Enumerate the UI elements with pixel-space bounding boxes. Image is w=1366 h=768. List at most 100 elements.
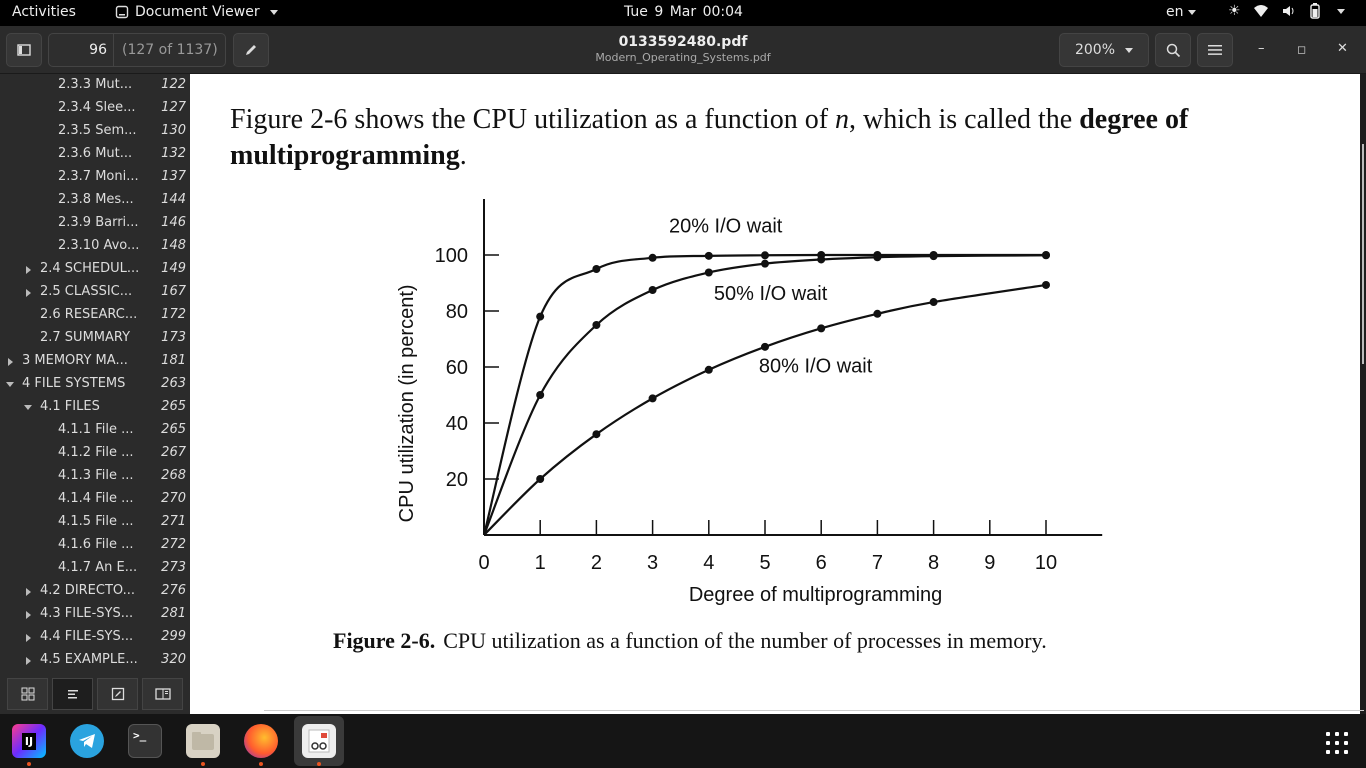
tab-outline[interactable] <box>52 678 93 710</box>
activities-button[interactable]: Activities <box>12 4 76 20</box>
document-viewer-dock-icon[interactable] <box>302 724 336 758</box>
zoom-menu-button[interactable]: 200% <box>1059 33 1149 67</box>
outline-item-page: 127 <box>161 100 186 115</box>
outline-item-page: 265 <box>161 399 186 414</box>
series-point-1 <box>536 391 545 399</box>
outline-item-label: 4 FILE SYSTEMS <box>22 376 126 391</box>
outline-item[interactable]: 2.7 SUMMARY 173 <box>0 327 190 350</box>
scrollbar[interactable] <box>1362 144 1364 364</box>
outline-item[interactable]: 2.3.7 Moni... 137 <box>0 166 190 189</box>
annotations-icon <box>111 687 124 701</box>
x-tick-label: 9 <box>984 552 995 574</box>
outline-item[interactable]: 4.3 FILE-SYS... 281 <box>0 603 190 626</box>
outline-item-page: 137 <box>161 169 186 184</box>
app-grid-dot <box>1344 750 1348 754</box>
clock[interactable]: Tue 9 Mar 00:04 <box>624 4 743 20</box>
outline-item-label: 2.3.3 Mut... <box>58 77 133 92</box>
outline-item[interactable]: 4 FILE SYSTEMS 263 <box>0 373 190 396</box>
outline-item[interactable]: 4.1.7 An E... 273 <box>0 557 190 580</box>
y-tick-label: 80 <box>446 301 468 323</box>
outline-item[interactable]: 2.5 CLASSIC... 167 <box>0 281 190 304</box>
outline-item[interactable]: 2.3.4 Slee... 127 <box>0 97 190 120</box>
outline-item[interactable]: 2.3.5 Sem... 130 <box>0 120 190 143</box>
tab-thumbnails[interactable] <box>7 678 48 710</box>
brightness-icon: ☀ <box>1228 3 1241 19</box>
running-indicator <box>259 762 263 766</box>
outline-item[interactable]: 4.1.1 File ... 265 <box>0 419 190 442</box>
document-view[interactable]: Figure 2-6 shows the CPU utilization as … <box>190 74 1366 714</box>
outline-item[interactable]: 2.3.3 Mut... 122 <box>0 74 190 97</box>
collapsed-arrow-icon[interactable] <box>26 611 31 619</box>
outline-item-page: 172 <box>161 307 186 322</box>
series-point-0 <box>592 265 601 273</box>
tab-annotations[interactable] <box>97 678 138 710</box>
outline-item-page: 299 <box>161 629 186 644</box>
series-point-2 <box>817 324 826 333</box>
page-number-input[interactable]: 96 <box>89 42 107 58</box>
outline-item[interactable]: 2.4 SCHEDUL... 149 <box>0 258 190 281</box>
x-tick-label: 2 <box>591 552 602 574</box>
collapsed-arrow-icon[interactable] <box>26 588 31 596</box>
outline-item[interactable]: 4.1 FILES 265 <box>0 396 190 419</box>
outline-item[interactable]: 2.3.8 Mes... 144 <box>0 189 190 212</box>
app-grid-dot <box>1335 732 1339 736</box>
caption-label: Figure 2-6. <box>333 628 436 653</box>
outline-item[interactable]: 4.1.6 File ... 272 <box>0 534 190 557</box>
tab-bookmarks[interactable] <box>142 678 183 710</box>
outline-item-page: 268 <box>161 468 186 483</box>
collapsed-arrow-icon[interactable] <box>26 657 31 665</box>
outline-item-page: 281 <box>161 606 186 621</box>
expanded-arrow-icon[interactable] <box>6 382 14 387</box>
series-line-1 <box>482 254 1047 536</box>
search-button[interactable] <box>1155 33 1191 67</box>
outline-item[interactable]: 4.5 EXAMPLE... 320 <box>0 649 190 672</box>
outline-item[interactable]: 2.6 RESEARC... 172 <box>0 304 190 327</box>
files-icon[interactable] <box>186 724 220 758</box>
outline-item[interactable]: 4.1.4 File ... 270 <box>0 488 190 511</box>
terminal-icon[interactable]: >_ <box>128 724 162 758</box>
outline-icon <box>67 690 78 699</box>
outline-item-page: 320 <box>161 652 186 667</box>
series-point-1 <box>704 268 713 277</box>
app-grid-dot <box>1344 732 1348 736</box>
system-tray[interactable]: ☀ <box>1228 3 1345 19</box>
para-bold-term: degree of multiprogramming <box>230 104 1189 171</box>
outline-item[interactable]: 4.2 DIRECTO... 276 <box>0 580 190 603</box>
telegram-icon[interactable] <box>70 724 104 758</box>
firefox-icon[interactable] <box>244 724 278 758</box>
series-label-1: 50% I/O wait <box>714 283 828 305</box>
expanded-arrow-icon[interactable] <box>24 405 32 410</box>
series-point-2 <box>536 475 545 483</box>
x-tick-label: 0 <box>478 552 489 574</box>
collapsed-arrow-icon[interactable] <box>26 634 31 642</box>
minimize-icon[interactable]: – <box>1258 41 1265 56</box>
x-tick-label: 4 <box>703 552 714 574</box>
collapsed-arrow-icon[interactable] <box>26 266 31 274</box>
maximize-icon[interactable]: ◻ <box>1297 43 1307 56</box>
intellij-icon[interactable]: IJ <box>12 724 46 758</box>
outline-item[interactable]: 2.3.10 Avo... 148 <box>0 235 190 258</box>
sidebar-toggle-button[interactable] <box>6 33 42 67</box>
outline-item[interactable]: 2.3.9 Barri... 146 <box>0 212 190 235</box>
outline-item[interactable]: 4.1.5 File ... 271 <box>0 511 190 534</box>
outline-item[interactable]: 4.1.2 File ... 267 <box>0 442 190 465</box>
show-applications-button[interactable] <box>1326 732 1348 754</box>
outline-item[interactable]: 3 MEMORY MA... 181 <box>0 350 190 373</box>
main-menu-button[interactable] <box>1197 33 1233 67</box>
outline-item-label: 4.1.3 File ... <box>58 468 134 483</box>
outline-item[interactable]: 2.3.6 Mut... 132 <box>0 143 190 166</box>
outline-item[interactable]: 4.4 FILE-SYS... 299 <box>0 626 190 649</box>
document-filename: 0133592480.pdf <box>618 34 748 50</box>
close-icon[interactable]: ✕ <box>1337 41 1348 56</box>
annotate-button[interactable] <box>233 33 269 67</box>
app-menu[interactable]: Document Viewer <box>115 4 278 20</box>
collapsed-arrow-icon[interactable] <box>26 289 31 297</box>
outline-item-label: 2.3.7 Moni... <box>58 169 139 184</box>
running-indicator <box>201 762 205 766</box>
language-menu[interactable]: en <box>1166 4 1196 20</box>
collapsed-arrow-icon[interactable] <box>8 358 13 366</box>
outline-item[interactable]: 4.1.3 File ... 268 <box>0 465 190 488</box>
page-selector[interactable]: 96 (127 of 1137) <box>48 33 226 67</box>
outline-item-label: 4.1.2 File ... <box>58 445 134 460</box>
outline-item-page: 173 <box>161 330 186 345</box>
